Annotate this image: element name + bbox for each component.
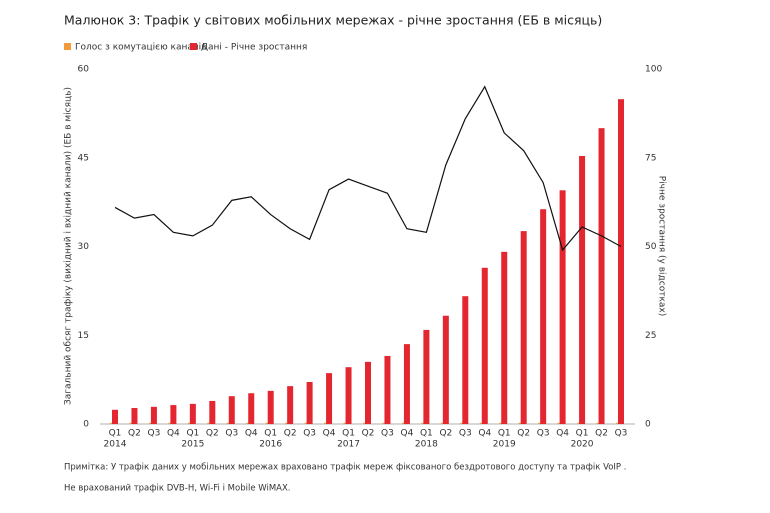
x-tick-label: Q2 <box>206 429 219 439</box>
bar <box>287 386 294 424</box>
legend-swatch <box>190 43 197 50</box>
x-tick-label: Q2 <box>595 429 608 439</box>
bar <box>618 99 624 425</box>
x-tick-label: Q3 <box>225 429 238 439</box>
y-tick-label: 0 <box>83 420 89 430</box>
x-tick-label: Q4 <box>245 429 258 439</box>
x-tick-label: Q3 <box>537 429 550 439</box>
x-tick-label: Q1 <box>264 429 277 439</box>
bar <box>228 396 235 424</box>
x-tick-label: Q4 <box>556 429 569 439</box>
x-tick-label: Q1 <box>186 429 199 439</box>
x-tick-label: Q1 <box>420 429 433 439</box>
legend-label: Голос з комутацією каналів <box>75 43 206 53</box>
bar <box>345 367 352 424</box>
bar <box>579 155 586 424</box>
bar <box>442 315 449 424</box>
y2-tick-label: 100 <box>645 65 662 75</box>
bar <box>384 355 391 424</box>
y-tick-label: 30 <box>78 242 90 252</box>
x-year-label: 2018 <box>415 440 438 450</box>
x-year-label: 2017 <box>337 440 360 450</box>
y2-tick-label: 0 <box>645 420 651 430</box>
bar <box>189 403 196 424</box>
bar <box>131 408 138 424</box>
x-year-label: 2015 <box>181 440 204 450</box>
x-tick-label: Q2 <box>517 429 530 439</box>
bar <box>540 209 547 424</box>
x-tick-label: Q3 <box>615 429 628 439</box>
x-tick-label: Q4 <box>401 429 414 439</box>
x-tick-label: Q1 <box>498 429 511 439</box>
x-tick-label: Q4 <box>167 429 180 439</box>
bar <box>520 231 527 424</box>
x-year-label: 2016 <box>259 440 282 450</box>
x-tick-label: Q3 <box>381 429 394 439</box>
y-axis-label: Загальний обсяг трафіку (вихідний і вхід… <box>64 87 74 405</box>
x-tick-label: Q3 <box>459 429 472 439</box>
bar <box>365 361 371 424</box>
bar <box>481 267 488 424</box>
note: Примітка: У трафік даних у мобільних мер… <box>64 463 626 473</box>
bar <box>267 390 274 424</box>
y-tick-label: 15 <box>78 331 89 341</box>
x-year-label: 2019 <box>493 440 516 450</box>
x-tick-label: Q2 <box>128 429 141 439</box>
x-year-label: 2020 <box>571 440 594 450</box>
bar <box>326 373 333 424</box>
x-tick-label: Q1 <box>576 429 589 439</box>
bar <box>112 409 118 424</box>
x-tick-label: Q1 <box>109 429 122 439</box>
y-tick-label: 60 <box>78 65 90 75</box>
y2-tick-label: 75 <box>645 153 656 163</box>
note: Не врахований трафік DVB-H, Wi-Fi і Mobi… <box>64 484 291 494</box>
bar <box>306 381 313 424</box>
growth-line <box>114 85 622 252</box>
x-year-label: 2014 <box>104 440 127 450</box>
bar <box>462 296 469 424</box>
bar <box>150 406 157 424</box>
bar <box>209 400 216 424</box>
y2-tick-label: 50 <box>645 242 657 252</box>
chart-title: Малюнок 3: Трафік у світових мобільних м… <box>64 13 602 28</box>
x-tick-label: Q3 <box>148 429 161 439</box>
x-tick-label: Q3 <box>303 429 316 439</box>
bar <box>248 393 255 424</box>
x-tick-label: Q2 <box>284 429 297 439</box>
y2-tick-label: 25 <box>645 331 656 341</box>
x-tick-label: Q2 <box>362 429 375 439</box>
legend-label: Дані - Річне зростання <box>201 43 307 53</box>
bar <box>559 190 566 424</box>
bar <box>501 251 508 424</box>
x-tick-label: Q1 <box>342 429 355 439</box>
bar <box>403 344 410 424</box>
bar <box>423 329 430 424</box>
y-tick-label: 45 <box>78 153 89 163</box>
bar <box>170 405 177 424</box>
x-tick-label: Q4 <box>478 429 491 439</box>
legend-swatch <box>64 43 71 50</box>
y2-axis-label: Річне зростання (у відсотках) <box>657 176 667 317</box>
x-tick-label: Q4 <box>323 429 336 439</box>
x-tick-label: Q2 <box>439 429 452 439</box>
bar <box>598 128 605 424</box>
